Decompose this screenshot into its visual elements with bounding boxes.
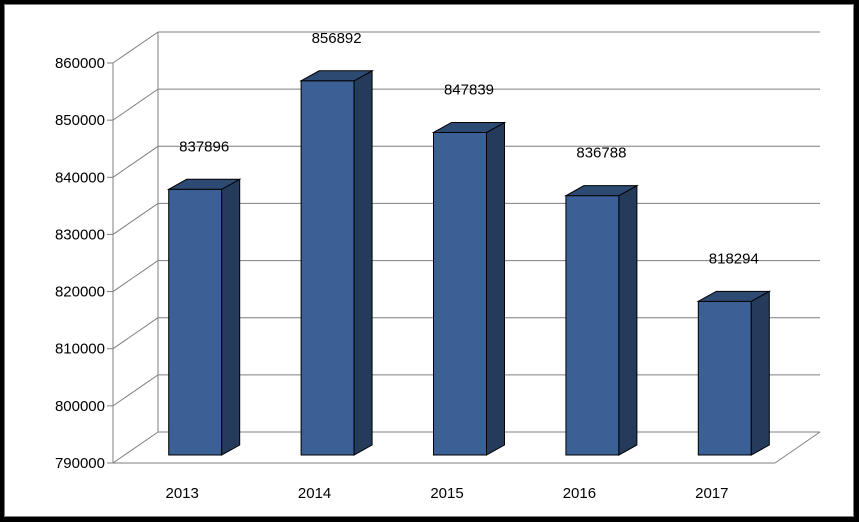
y-tick-label: 830000 bbox=[55, 226, 105, 243]
x-tick-label: 2013 bbox=[166, 485, 199, 502]
bar-top bbox=[696, 290, 772, 302]
bar-top bbox=[166, 178, 242, 190]
y-tick-label: 790000 bbox=[55, 455, 105, 472]
x-tick-label: 2015 bbox=[430, 485, 463, 502]
y-tick-label: 850000 bbox=[55, 112, 105, 129]
y-tick-label: 800000 bbox=[55, 398, 105, 415]
gridline-side bbox=[112, 88, 159, 121]
bar bbox=[565, 195, 620, 456]
gridline-side bbox=[112, 31, 159, 64]
gridline-side bbox=[112, 260, 159, 292]
y-tick-label: 810000 bbox=[55, 341, 105, 358]
bar-side bbox=[221, 178, 241, 456]
gridline-side bbox=[112, 317, 159, 350]
bar bbox=[433, 131, 487, 456]
bar-side bbox=[750, 290, 770, 456]
data-label: 837896 bbox=[179, 138, 229, 155]
bar bbox=[300, 80, 355, 456]
data-label: 836788 bbox=[576, 145, 626, 162]
gridline-side bbox=[112, 431, 159, 464]
data-label: 818294 bbox=[709, 250, 759, 267]
bar-top bbox=[563, 185, 639, 197]
x-tick-label: 2016 bbox=[563, 485, 596, 502]
bar-side bbox=[618, 184, 638, 456]
bar bbox=[697, 300, 752, 456]
gridline-side bbox=[112, 203, 159, 235]
data-label: 856892 bbox=[312, 30, 362, 47]
gridline-side bbox=[112, 374, 159, 407]
floor-right-edge bbox=[774, 431, 821, 464]
bar-top bbox=[299, 70, 375, 82]
bar-side bbox=[486, 121, 505, 456]
x-tick-label: 2014 bbox=[298, 485, 331, 502]
y-tick-label: 860000 bbox=[55, 55, 105, 72]
data-label: 847839 bbox=[444, 81, 494, 98]
bar bbox=[168, 188, 223, 456]
y-tick-label: 840000 bbox=[55, 169, 105, 186]
x-tick-label: 2017 bbox=[695, 485, 728, 502]
bar-side bbox=[353, 69, 373, 456]
bar-top bbox=[431, 121, 507, 133]
gridline-side bbox=[112, 145, 159, 178]
y-tick-label: 820000 bbox=[55, 284, 105, 301]
